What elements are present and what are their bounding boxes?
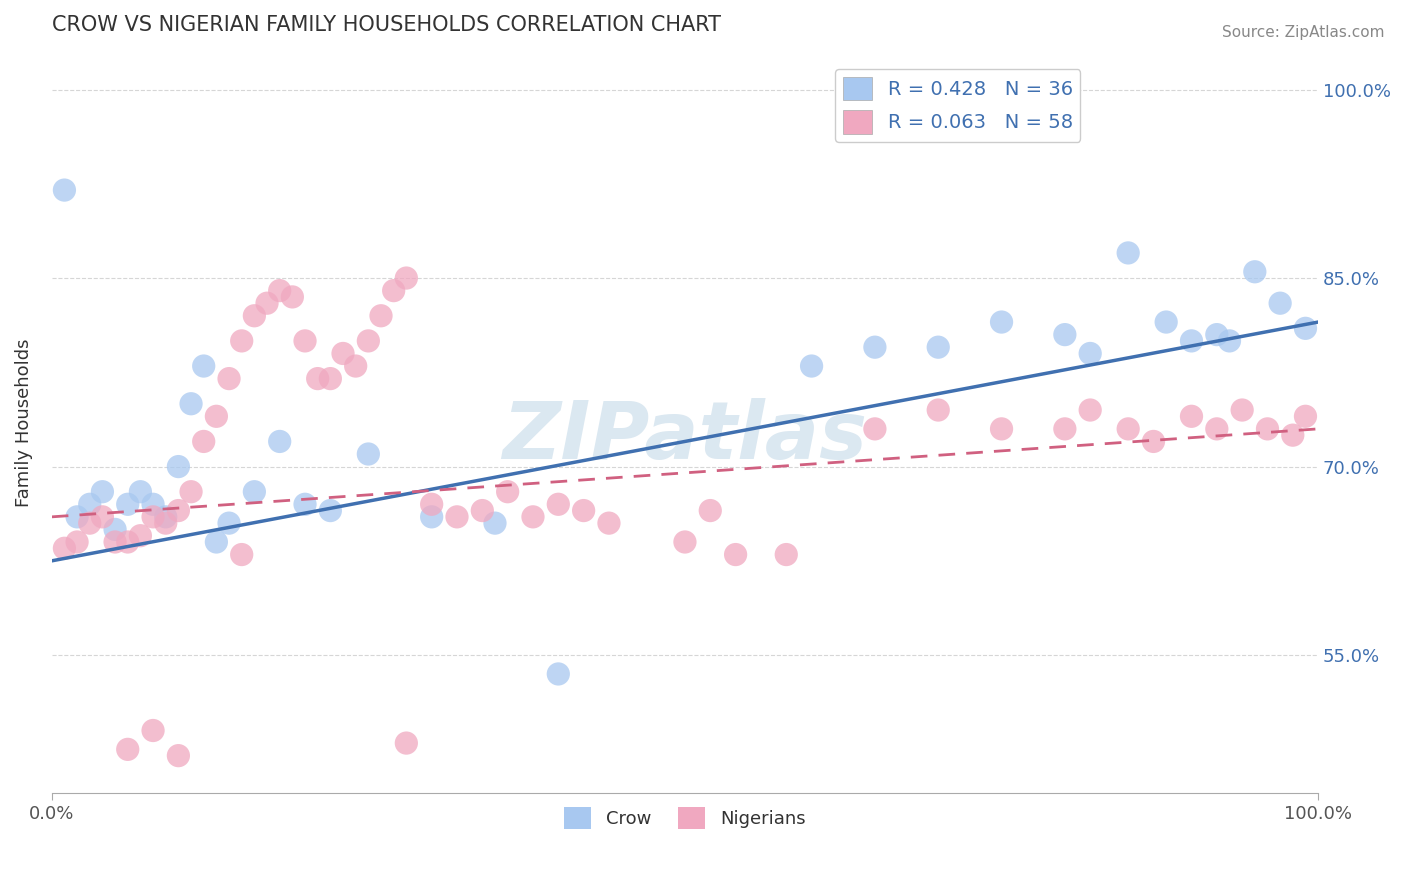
Point [724, 548, 747, 562]
Point [193, 359, 215, 373]
Point [142, 509, 165, 524]
Point [281, 290, 304, 304]
Point [673, 535, 696, 549]
Point [1180, 334, 1202, 348]
Point [66, 509, 89, 524]
Point [1053, 422, 1076, 436]
Point [990, 315, 1012, 329]
Point [1281, 428, 1303, 442]
Text: ZIPatlas: ZIPatlas [502, 399, 868, 476]
Point [547, 667, 569, 681]
Point [129, 529, 152, 543]
Point [990, 422, 1012, 436]
Point [307, 371, 329, 385]
Point [1116, 422, 1139, 436]
Point [1180, 409, 1202, 424]
Point [142, 723, 165, 738]
Point [484, 516, 506, 530]
Point [104, 523, 127, 537]
Point [167, 459, 190, 474]
Point [53, 183, 76, 197]
Point [243, 309, 266, 323]
Point [1268, 296, 1291, 310]
Text: CROW VS NIGERIAN FAMILY HOUSEHOLDS CORRELATION CHART: CROW VS NIGERIAN FAMILY HOUSEHOLDS CORRE… [52, 15, 721, 35]
Point [863, 422, 886, 436]
Point [420, 509, 443, 524]
Point [420, 497, 443, 511]
Point [180, 484, 202, 499]
Point [155, 516, 177, 530]
Point [522, 509, 544, 524]
Point [269, 284, 291, 298]
Point [1078, 346, 1101, 360]
Point [1243, 265, 1265, 279]
Point [66, 535, 89, 549]
Point [800, 359, 823, 373]
Point [446, 509, 468, 524]
Point [1142, 434, 1164, 449]
Point [1256, 422, 1278, 436]
Point [1154, 315, 1177, 329]
Y-axis label: Family Households: Family Households [15, 338, 32, 507]
Point [496, 484, 519, 499]
Point [395, 271, 418, 285]
Point [1053, 327, 1076, 342]
Point [319, 371, 342, 385]
Point [193, 434, 215, 449]
Point [863, 340, 886, 354]
Legend: Crow, Nigerians: Crow, Nigerians [557, 800, 813, 836]
Point [231, 548, 253, 562]
Point [382, 284, 405, 298]
Point [243, 484, 266, 499]
Point [775, 548, 797, 562]
Point [572, 503, 595, 517]
Point [395, 736, 418, 750]
Point [117, 497, 139, 511]
Point [167, 748, 190, 763]
Point [1116, 246, 1139, 260]
Point [167, 503, 190, 517]
Point [129, 484, 152, 499]
Point [256, 296, 278, 310]
Point [79, 497, 101, 511]
Point [699, 503, 721, 517]
Point [79, 516, 101, 530]
Point [1078, 403, 1101, 417]
Point [370, 309, 392, 323]
Point [91, 509, 114, 524]
Point [155, 509, 177, 524]
Point [218, 371, 240, 385]
Point [117, 535, 139, 549]
Point [1205, 327, 1227, 342]
Point [547, 497, 569, 511]
Point [205, 535, 228, 549]
Point [598, 516, 620, 530]
Point [205, 409, 228, 424]
Point [294, 497, 316, 511]
Point [344, 359, 367, 373]
Point [332, 346, 354, 360]
Point [269, 434, 291, 449]
Point [104, 535, 127, 549]
Point [1295, 321, 1317, 335]
Point [927, 340, 949, 354]
Point [218, 516, 240, 530]
Point [1218, 334, 1240, 348]
Point [180, 397, 202, 411]
Point [91, 484, 114, 499]
Point [1230, 403, 1253, 417]
Point [231, 334, 253, 348]
Point [1295, 409, 1317, 424]
Point [294, 334, 316, 348]
Point [357, 334, 380, 348]
Point [1205, 422, 1227, 436]
Point [142, 497, 165, 511]
Text: Source: ZipAtlas.com: Source: ZipAtlas.com [1222, 25, 1385, 40]
Point [117, 742, 139, 756]
Point [357, 447, 380, 461]
Point [471, 503, 494, 517]
Point [319, 503, 342, 517]
Point [53, 541, 76, 556]
Point [927, 403, 949, 417]
